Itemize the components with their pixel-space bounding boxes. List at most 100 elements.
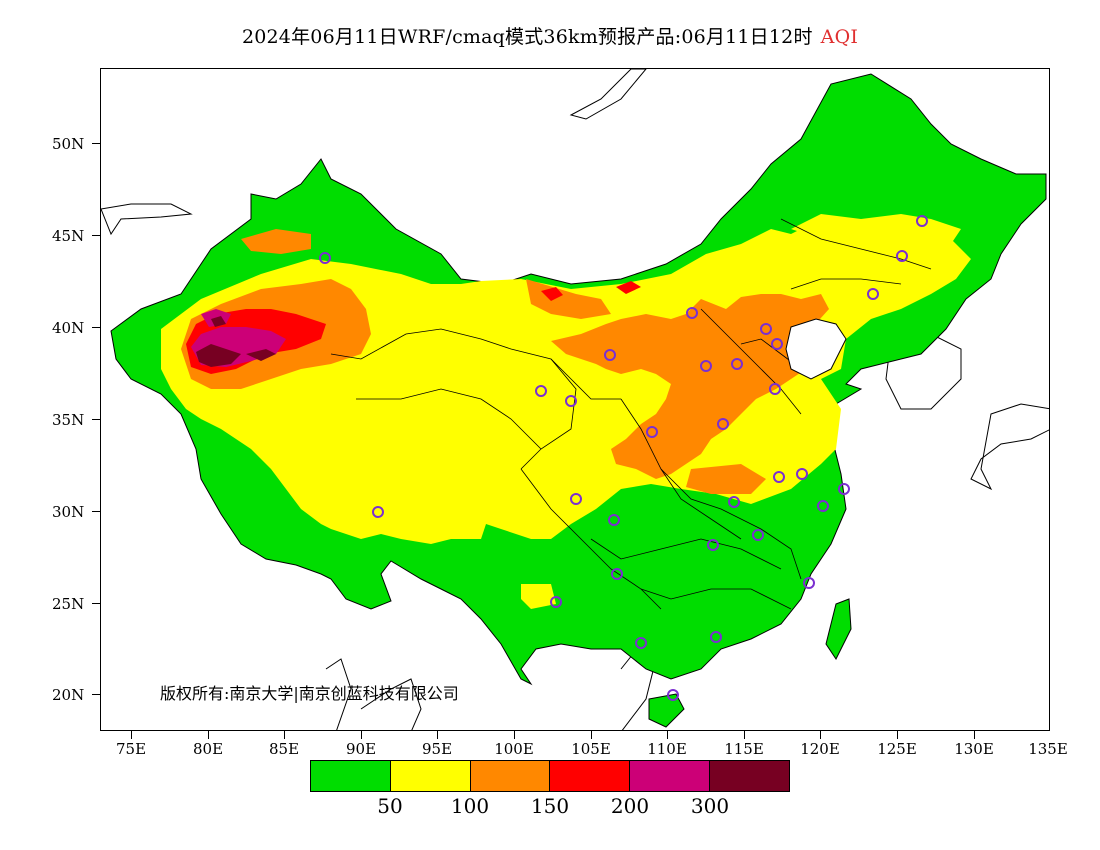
station-marker: [635, 637, 647, 649]
lon-label-105e: 105E: [571, 740, 611, 758]
copyright-text: 版权所有:南京大学|南京创蓝科技有限公司: [160, 684, 459, 703]
bohai-sea: [785, 318, 847, 380]
station-marker: [604, 349, 616, 361]
colorbar-label-100: 100: [450, 794, 490, 818]
station-marker: [769, 383, 781, 395]
station-markers: [319, 215, 928, 701]
lon-label-85e: 85E: [268, 740, 300, 758]
aqi-level-orange-patch-1: [526, 279, 611, 319]
aqi-map: [101, 69, 1049, 730]
lat-tick: [92, 143, 100, 144]
lon-tick: [974, 731, 975, 739]
station-marker: [773, 471, 785, 483]
lon-label-100e: 100E: [494, 740, 534, 758]
colorbar-swatch: [630, 761, 711, 791]
lat-label-45n: 45N: [52, 227, 85, 245]
lon-tick: [514, 731, 515, 739]
colorbar-label-150: 150: [530, 794, 570, 818]
station-marker: [896, 250, 908, 262]
lon-label-130e: 130E: [954, 740, 994, 758]
colorbar-label-300: 300: [690, 794, 730, 818]
title-main-text: 2024年06月11日WRF/cmaq模式36km预报产品:06月11日12时: [241, 26, 813, 48]
map-title: 2024年06月11日WRF/cmaq模式36km预报产品:06月11日12时 A…: [0, 22, 1100, 49]
vietnam-coast: [360, 678, 422, 730]
lon-label-75e: 75E: [115, 740, 147, 758]
colorbar-swatch: [550, 761, 631, 791]
aqi-level-orange-patch-2: [241, 229, 311, 254]
aqi-colorbar: [310, 760, 790, 792]
station-marker: [838, 483, 850, 495]
station-marker: [760, 323, 772, 335]
station-marker: [611, 568, 623, 580]
colorbar-label-200: 200: [610, 794, 650, 818]
aqi-level-red-inner-mongolia: [616, 281, 641, 294]
province-boundaries: [330, 218, 932, 610]
lon-tick: [284, 731, 285, 739]
lon-tick: [361, 731, 362, 739]
lat-tick: [92, 327, 100, 328]
lon-tick: [744, 731, 745, 739]
colorbar-swatch: [710, 761, 789, 791]
lon-tick: [820, 731, 821, 739]
station-marker: [686, 307, 698, 319]
station-marker: [535, 385, 547, 397]
station-marker: [710, 631, 722, 643]
station-marker: [796, 468, 808, 480]
lon-tick: [437, 731, 438, 739]
station-marker: [731, 358, 743, 370]
aqi-level-maroon-tarim: [196, 344, 241, 367]
hainan-island: [648, 693, 685, 728]
lat-tick: [92, 511, 100, 512]
map-frame: [100, 68, 1050, 731]
colorbar-swatch: [470, 761, 551, 791]
title-variable-text: AQI: [820, 26, 859, 48]
station-marker: [707, 539, 719, 551]
lake-baikal: [569, 69, 647, 120]
lat-tick: [92, 419, 100, 420]
station-marker: [717, 418, 729, 430]
lon-tick: [131, 731, 132, 739]
lon-label-110e: 110E: [647, 740, 687, 758]
aqi-level-maroon-tarim-3: [211, 316, 226, 327]
lat-label-40n: 40N: [52, 319, 85, 337]
aqi-level-red-north: [541, 287, 563, 301]
station-marker: [570, 493, 582, 505]
station-marker: [771, 338, 783, 350]
lon-tick: [591, 731, 592, 739]
station-marker: [803, 577, 815, 589]
station-marker: [817, 500, 829, 512]
lat-label-50n: 50N: [52, 135, 85, 153]
station-marker: [752, 529, 764, 541]
aqi-level-orange-north-china: [551, 294, 829, 479]
lat-label-35n: 35N: [52, 411, 85, 429]
lon-label-125e: 125E: [877, 740, 917, 758]
lon-label-115e: 115E: [724, 740, 764, 758]
lat-tick: [92, 235, 100, 236]
lon-tick: [667, 731, 668, 739]
lon-tick: [897, 731, 898, 739]
caspian-coast: [101, 203, 193, 236]
station-marker: [319, 252, 331, 264]
colorbar-swatch: [390, 761, 471, 791]
station-marker: [728, 496, 740, 508]
station-marker: [372, 506, 384, 518]
station-marker: [646, 426, 658, 438]
lat-label-25n: 25N: [52, 595, 85, 613]
taiwan-island: [825, 598, 852, 660]
colorbar-label-50: 50: [377, 794, 403, 818]
station-marker: [550, 596, 562, 608]
mongolia-coast: [325, 658, 352, 730]
aqi-level-orange-sichuan: [686, 464, 766, 494]
aqi-yellow-patch-ne: [791, 214, 961, 244]
station-marker: [565, 395, 577, 407]
lat-tick: [92, 694, 100, 695]
lon-label-120e: 120E: [800, 740, 840, 758]
station-marker: [700, 360, 712, 372]
colorbar-swatch: [311, 761, 391, 791]
station-marker: [867, 288, 879, 300]
aqi-yellow-patch-sw: [521, 584, 556, 609]
lon-label-95e: 95E: [421, 740, 453, 758]
lat-label-20n: 20N: [52, 686, 85, 704]
lon-label-90e: 90E: [345, 740, 377, 758]
station-marker: [916, 215, 928, 227]
